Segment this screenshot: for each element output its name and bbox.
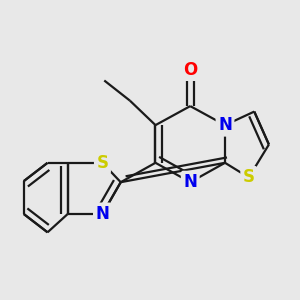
Text: O: O	[183, 61, 197, 79]
Text: S: S	[243, 168, 255, 186]
Text: S: S	[96, 154, 108, 172]
Text: N: N	[183, 173, 197, 191]
Text: N: N	[218, 116, 232, 134]
Text: N: N	[95, 205, 110, 223]
